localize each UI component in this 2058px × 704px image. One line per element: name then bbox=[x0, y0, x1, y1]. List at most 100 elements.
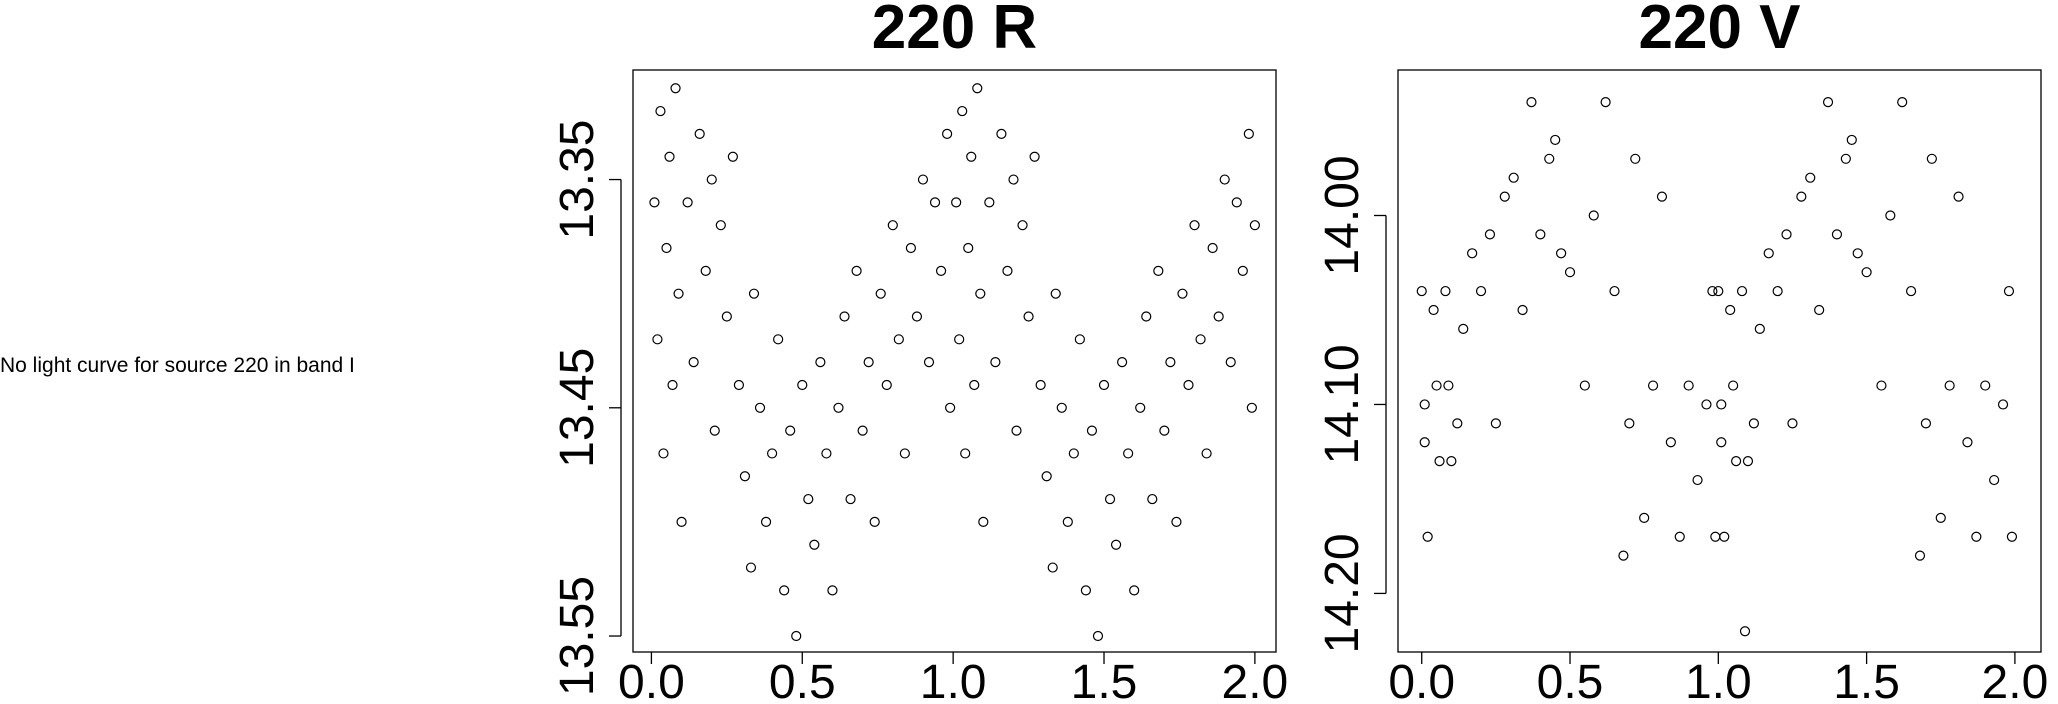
data-point bbox=[1713, 285, 1724, 297]
data-point bbox=[754, 402, 766, 413]
x-tick-label: 0.5 bbox=[769, 656, 836, 704]
data-point bbox=[1846, 134, 1857, 146]
plot-frame bbox=[632, 69, 1277, 653]
data-point bbox=[899, 448, 910, 459]
data-point bbox=[1117, 357, 1128, 368]
data-point bbox=[1165, 357, 1176, 368]
data-point bbox=[809, 539, 820, 550]
data-point bbox=[1674, 531, 1685, 542]
data-point bbox=[1467, 248, 1478, 259]
data-point bbox=[1692, 474, 1703, 486]
data-point bbox=[1885, 210, 1896, 221]
data-point bbox=[1748, 418, 1760, 429]
data-point bbox=[951, 197, 962, 208]
data-point bbox=[673, 288, 684, 299]
data-point bbox=[1624, 418, 1635, 429]
data-point bbox=[945, 402, 956, 413]
data-point bbox=[911, 311, 923, 322]
data-point bbox=[1419, 437, 1430, 448]
data-point bbox=[2006, 531, 2018, 542]
data-point bbox=[739, 471, 751, 482]
data-point bbox=[863, 357, 874, 368]
data-point bbox=[1443, 380, 1454, 391]
data-point bbox=[1944, 380, 1955, 391]
x-tick-label: 1.5 bbox=[1071, 656, 1138, 704]
data-point bbox=[1647, 380, 1659, 391]
data-point bbox=[1008, 174, 1019, 185]
data-point bbox=[963, 242, 974, 254]
data-point bbox=[1159, 425, 1170, 436]
data-point bbox=[733, 379, 745, 391]
data-point bbox=[1141, 311, 1152, 322]
data-point bbox=[1876, 380, 1887, 391]
data-point bbox=[1989, 474, 2000, 486]
data-point bbox=[1177, 288, 1188, 299]
y-tick-label: 14.10 bbox=[1316, 344, 1369, 464]
data-point bbox=[1550, 134, 1561, 146]
chart-title: 220 V bbox=[1638, 0, 1800, 62]
y-tick-label: 13.45 bbox=[551, 348, 604, 468]
data-point bbox=[1742, 456, 1754, 467]
data-point bbox=[1062, 516, 1073, 528]
data-point bbox=[869, 516, 880, 528]
data-point bbox=[881, 379, 892, 391]
data-point bbox=[839, 311, 850, 322]
data-point bbox=[1781, 229, 1792, 240]
data-point bbox=[827, 585, 838, 596]
data-point bbox=[1458, 323, 1469, 334]
data-point bbox=[1772, 285, 1783, 297]
data-point bbox=[975, 288, 986, 299]
data-point bbox=[676, 516, 687, 528]
data-point bbox=[905, 242, 916, 254]
data-point bbox=[1683, 380, 1694, 391]
data-point bbox=[745, 562, 757, 573]
y-tick-label: 13.55 bbox=[551, 576, 604, 696]
data-point bbox=[1618, 550, 1629, 561]
data-point bbox=[1135, 402, 1146, 413]
data-point bbox=[658, 448, 669, 459]
data-point bbox=[1029, 151, 1040, 162]
data-point bbox=[1171, 516, 1182, 528]
plot-frame bbox=[1397, 69, 2042, 653]
data-point bbox=[1508, 172, 1519, 183]
data-point bbox=[1980, 380, 1991, 391]
data-point bbox=[1725, 304, 1736, 316]
data-point bbox=[1630, 153, 1641, 164]
data-point bbox=[1564, 267, 1576, 278]
data-point bbox=[1047, 562, 1058, 573]
data-point bbox=[1246, 402, 1257, 413]
y-tick-label: 14.20 bbox=[1316, 533, 1369, 653]
data-point bbox=[893, 334, 904, 345]
data-point bbox=[706, 174, 717, 185]
data-point bbox=[1588, 210, 1599, 221]
x-tick-label: 1.0 bbox=[920, 656, 987, 704]
data-point bbox=[694, 128, 705, 140]
data-point bbox=[1707, 285, 1718, 297]
data-point bbox=[815, 357, 826, 368]
data-point bbox=[1861, 267, 1872, 278]
data-point bbox=[990, 357, 1001, 368]
data-point bbox=[1736, 285, 1748, 297]
data-point bbox=[1914, 550, 1926, 561]
data-point bbox=[1080, 585, 1092, 596]
data-point bbox=[1249, 220, 1260, 231]
data-point bbox=[1431, 380, 1442, 391]
data-point bbox=[661, 242, 672, 254]
data-point bbox=[1499, 191, 1510, 202]
data-point bbox=[1796, 191, 1807, 202]
data-point bbox=[957, 105, 968, 117]
data-point bbox=[1905, 285, 1917, 297]
data-point bbox=[1535, 229, 1546, 240]
data-point bbox=[887, 220, 898, 231]
data-point bbox=[1754, 323, 1765, 334]
data-point bbox=[1225, 357, 1236, 368]
data-point bbox=[1526, 97, 1537, 108]
data-point bbox=[1092, 630, 1104, 642]
data-point bbox=[1219, 174, 1230, 185]
data-point bbox=[2003, 285, 2015, 297]
data-point bbox=[1579, 380, 1590, 391]
data-point bbox=[785, 425, 796, 436]
data-point bbox=[1035, 379, 1046, 391]
data-point bbox=[1639, 512, 1650, 523]
